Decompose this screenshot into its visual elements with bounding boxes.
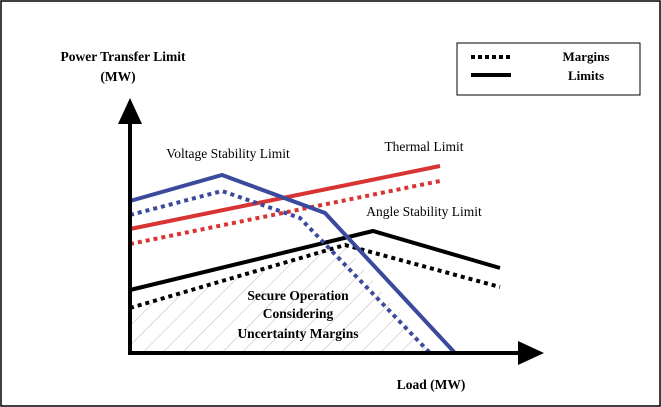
legend-margins-label: Margins <box>563 49 610 64</box>
voltage-stability-label: Voltage Stability Limit <box>166 146 290 161</box>
y-axis-label-line2: (MW) <box>100 69 135 84</box>
secure-region-label-line1: Secure Operation <box>247 288 349 303</box>
secure-region-hatch <box>130 245 430 353</box>
angle-stability-margin-line <box>129 242 501 310</box>
y-axis-arrowhead <box>118 98 142 124</box>
legend-box <box>456 42 641 96</box>
voltage-stability-margin-line <box>129 188 432 355</box>
secure-region-label-line3: Uncertainty Margins <box>237 326 358 341</box>
secure-region-label-line2: Considering <box>263 306 334 321</box>
x-axis-label: Load (MW) <box>397 377 466 392</box>
y-axis-label-line1: Power Transfer Limit <box>61 49 186 64</box>
legend-limits-label: Limits <box>568 68 604 83</box>
angle-stability-label: Angle Stability Limit <box>366 204 482 219</box>
angle-stability-limit-line <box>129 228 501 292</box>
x-axis-arrowhead <box>518 341 544 365</box>
voltage-stability-limit-line <box>129 172 457 355</box>
thermal-limit-label: Thermal Limit <box>384 139 463 154</box>
